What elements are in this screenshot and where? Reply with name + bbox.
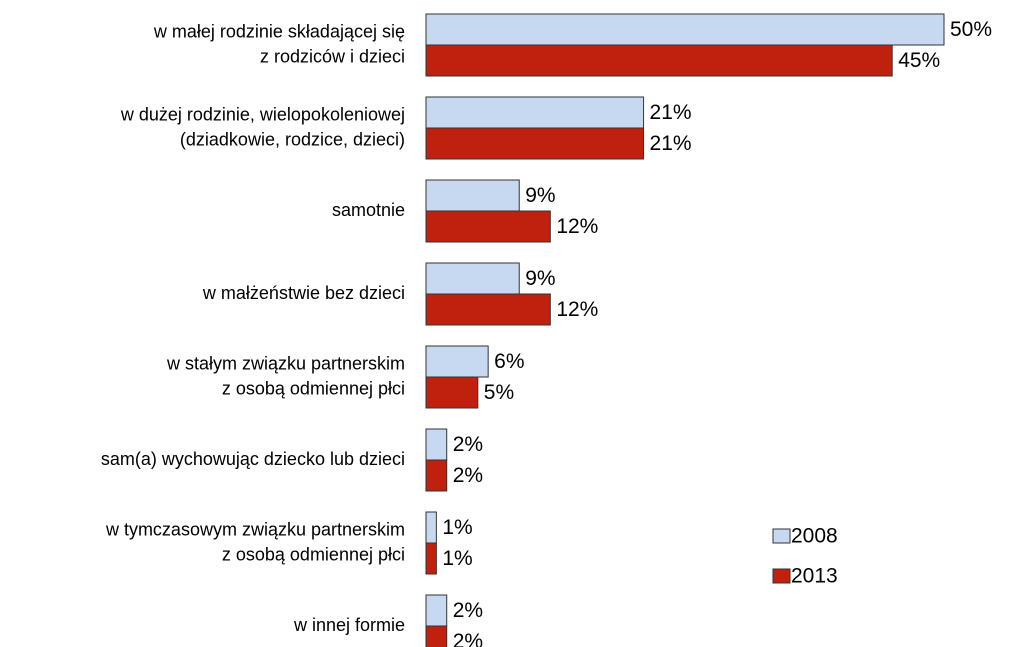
legend-label: 2013 (791, 565, 838, 588)
value-label: 2% (453, 433, 483, 456)
value-label: 12% (556, 298, 598, 321)
category-label: sam(a) wychowując dziecko lub dzieci (101, 449, 405, 469)
bar (425, 13, 945, 46)
bar (425, 127, 645, 160)
value-label: 5% (484, 381, 514, 404)
value-label: 2% (453, 599, 483, 622)
category-label: w stałym związku partnerskim (166, 353, 405, 373)
value-label: 6% (494, 350, 524, 373)
bar (425, 262, 520, 295)
category-label: z osobą odmiennej płci (222, 378, 405, 398)
value-label: 50% (950, 18, 992, 41)
category-label: (dziadkowie, rodzice, dzieci) (180, 129, 405, 149)
bar (425, 428, 448, 461)
category-label: w małżeństwie bez dzieci (202, 283, 405, 303)
legend-swatch (772, 568, 791, 584)
value-label: 1% (442, 516, 472, 539)
category-label: w innej formie (293, 615, 405, 635)
bar (425, 376, 479, 409)
value-label: 2% (453, 464, 483, 487)
value-label: 45% (898, 49, 940, 72)
bar (425, 293, 551, 326)
bar (425, 625, 448, 647)
value-label: 9% (525, 267, 555, 290)
value-label: 2% (453, 630, 483, 647)
category-label: w tymczasowym związku partnerskim (105, 519, 405, 539)
value-label: 12% (556, 215, 598, 238)
bar (425, 542, 437, 575)
value-label: 9% (525, 184, 555, 207)
bar (425, 594, 448, 627)
legend-label: 2008 (791, 525, 838, 548)
bar (425, 511, 437, 544)
category-label: w dużej rodzinie, wielopokoleniowej (120, 104, 405, 124)
bar (425, 345, 489, 378)
category-label: z osobą odmiennej płci (222, 544, 405, 564)
value-label: 1% (442, 547, 472, 570)
bar (425, 459, 448, 492)
bar (425, 96, 645, 129)
category-label: z rodziców i dzieci (260, 46, 405, 66)
category-label: samotnie (332, 200, 405, 220)
category-label: w małej rodzinie składającej się (153, 21, 405, 41)
bar (425, 44, 893, 77)
value-label: 21% (650, 132, 692, 155)
bar (425, 210, 551, 243)
value-label: 21% (650, 101, 692, 124)
bar (425, 179, 520, 212)
legend-swatch (772, 528, 791, 544)
